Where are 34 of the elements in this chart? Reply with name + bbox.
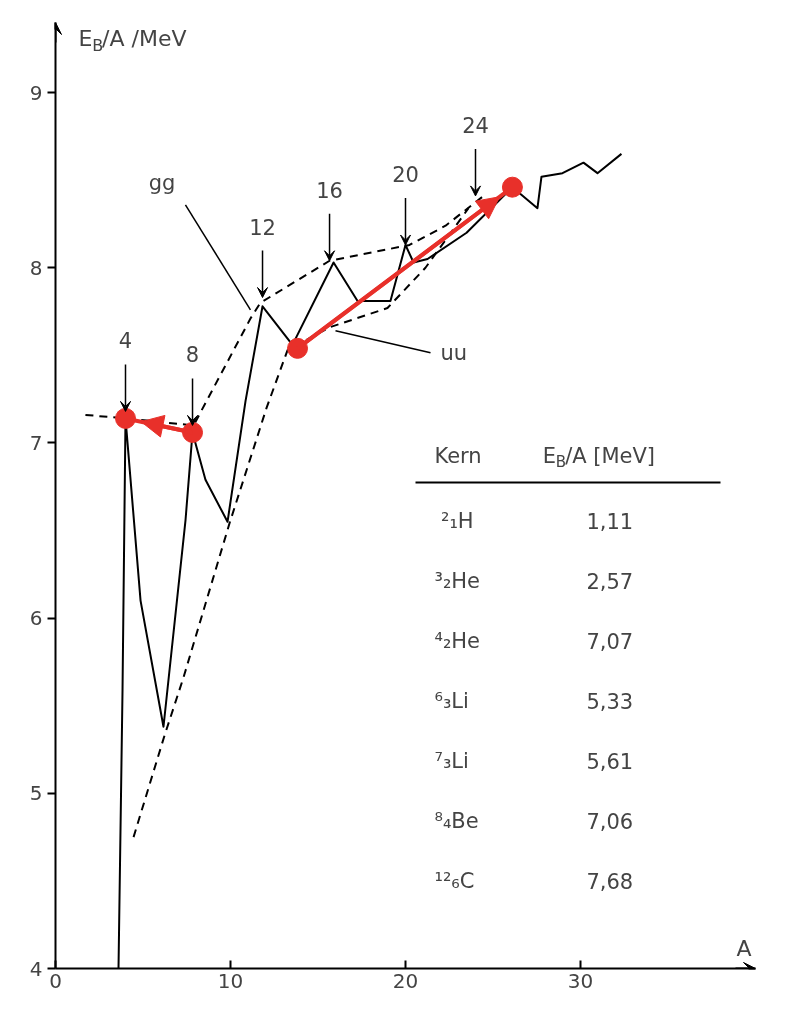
- annotation: ¹²₆C: [434, 868, 475, 893]
- annotation: 2,57: [586, 569, 634, 594]
- annotation: 7,07: [586, 629, 634, 654]
- annotation: 7,68: [586, 869, 634, 894]
- y-tick-label: 5: [29, 781, 43, 806]
- annotation: ⁷₃Li: [434, 748, 469, 773]
- annotation: 1,11: [586, 509, 634, 534]
- annotation: 5,33: [586, 689, 634, 714]
- annotation: 8: [185, 343, 200, 368]
- annotation: gg: [148, 170, 176, 195]
- x-axis-title: A: [736, 935, 752, 961]
- annotation: uu: [440, 340, 468, 365]
- annotation: 12: [249, 215, 276, 240]
- y-tick-label: 6: [29, 606, 43, 631]
- annotation: ⁶₃Li: [434, 688, 469, 713]
- x-tick-label: 30: [567, 968, 594, 993]
- y-tick-label: 7: [29, 430, 43, 455]
- annotation: 5,61: [586, 749, 634, 774]
- annotation: ⁴₂He: [434, 628, 481, 653]
- y-tick-label: 4: [29, 956, 43, 981]
- y-tick-label: 9: [29, 80, 43, 105]
- annotation: Kern: [434, 443, 482, 468]
- x-tick-label: 0: [49, 968, 62, 993]
- annotation: 20: [392, 162, 419, 187]
- annotation: 16: [316, 178, 343, 203]
- annotation: ⁸₄Be: [434, 808, 479, 833]
- annotation: 7,06: [586, 809, 634, 834]
- x-tick-label: 10: [217, 968, 244, 993]
- annotation: ³₂He: [434, 568, 481, 593]
- annotation: ²₁H: [440, 508, 474, 533]
- x-tick-label: 20: [392, 968, 419, 993]
- annotation: 4: [118, 329, 133, 354]
- annotation: 24: [462, 113, 489, 138]
- y-tick-label: 8: [29, 255, 43, 280]
